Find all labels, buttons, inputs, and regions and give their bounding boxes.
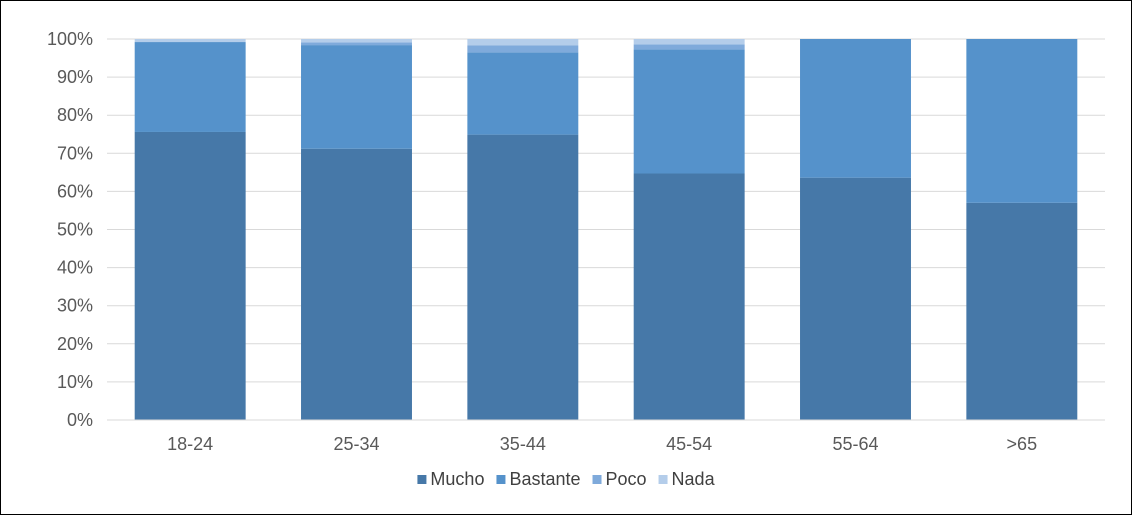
y-axis-ticks: 0% 10% 20% 30% 40% 50% 60% 70% 80% 90% 100% [47,29,93,430]
legend-label-nada: Nada [672,469,716,489]
x-tick-label: 55-64 [832,434,878,454]
bar-mucho-25-34 [301,148,412,420]
y-tick-label: 20% [57,334,93,354]
y-tick-label: 0% [67,410,93,430]
legend-label-mucho: Mucho [430,469,484,489]
bar-bastante-18-24 [134,42,246,132]
bar-nada-25-34 [301,39,412,43]
bars [134,39,1078,421]
y-tick-label: 100% [47,29,93,49]
x-tick-label: 35-44 [500,434,546,454]
bar-mucho-55-64 [800,177,911,420]
x-tick-label: 25-34 [333,434,379,454]
x-tick-label: 45-54 [666,434,712,454]
bar-poco-45-54 [633,44,745,50]
legend: Mucho Bastante Poco Nada [417,469,716,489]
y-tick-label: 90% [57,67,93,87]
bar-mucho-65 [966,202,1078,420]
legend-swatch-bastante [496,475,506,484]
y-tick-label: 40% [57,258,93,278]
y-tick-label: 60% [57,181,93,201]
y-tick-label: 10% [57,372,93,392]
bar-mucho-35-44 [467,134,579,421]
bar-nada-18-24 [134,39,246,43]
legend-label-poco: Poco [606,469,647,489]
y-tick-label: 30% [57,296,93,316]
legend-label-bastante: Bastante [509,469,580,489]
bar-poco-25-34 [301,42,412,46]
legend-swatch-mucho [417,475,427,484]
legend-swatch-nada [658,475,668,484]
bar-bastante-25-34 [301,45,412,149]
x-tick-label: 18-24 [167,434,213,454]
x-axis-ticks: 18-24 25-34 35-44 45-54 55-64 >65 [167,434,1037,454]
y-tick-label: 80% [57,105,93,125]
bar-nada-45-54 [633,39,745,45]
bar-bastante-65 [966,39,1078,203]
x-tick-label: >65 [1007,434,1038,454]
y-tick-label: 50% [57,220,93,240]
bar-mucho-18-24 [134,131,246,421]
bar-nada-35-44 [467,39,579,46]
bar-bastante-55-64 [800,39,911,178]
y-tick-label: 70% [57,143,93,163]
bar-bastante-35-44 [467,52,579,135]
bar-poco-35-44 [467,45,579,53]
bar-mucho-45-54 [633,173,745,420]
legend-swatch-poco [592,475,602,484]
gridlines [107,38,1105,383]
bar-bastante-45-54 [633,49,745,174]
